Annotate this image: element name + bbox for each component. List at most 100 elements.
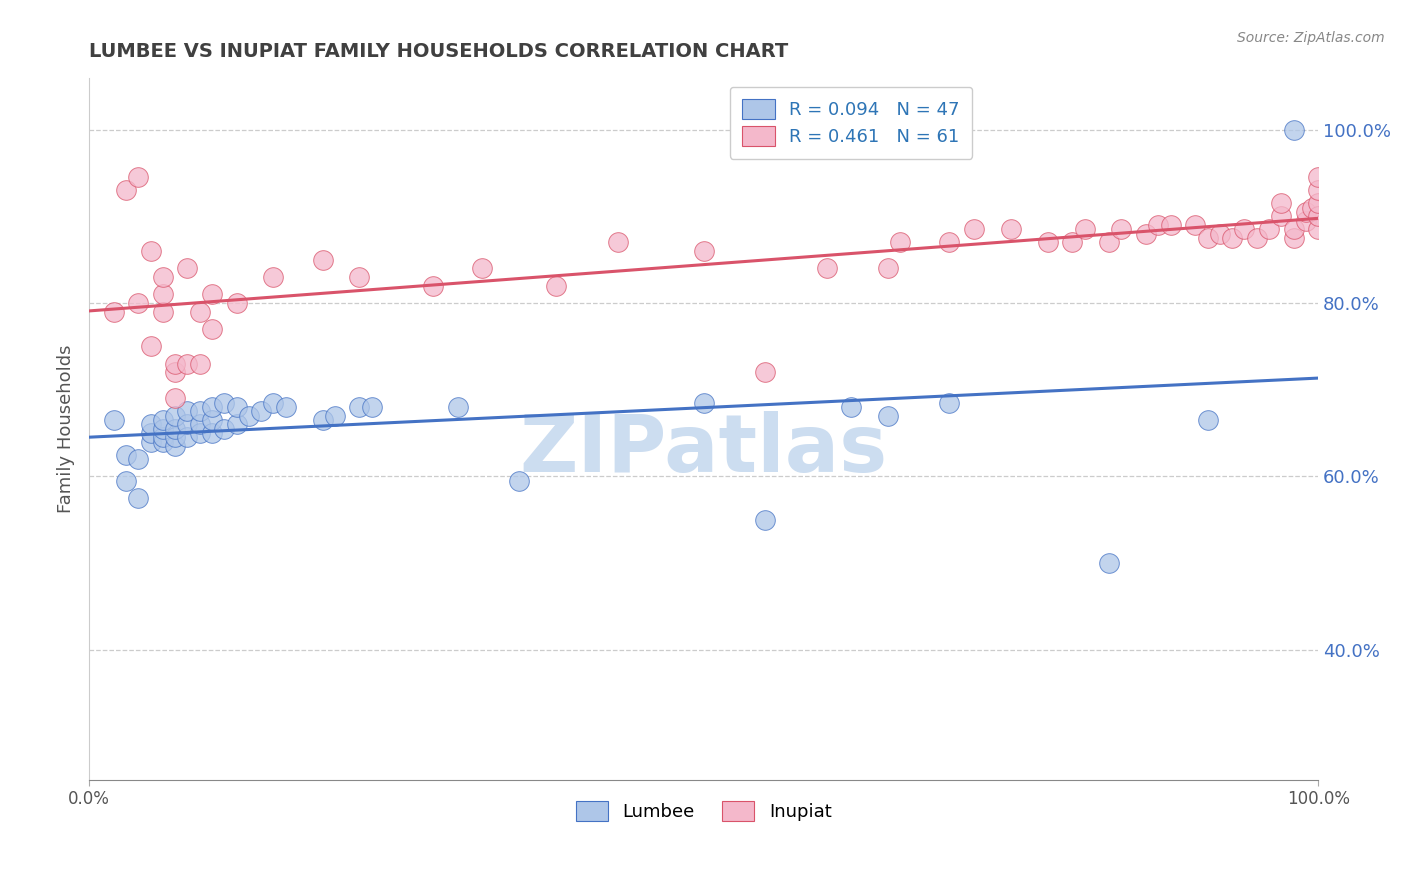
Point <box>754 513 776 527</box>
Point <box>1197 413 1219 427</box>
Point <box>262 269 284 284</box>
Point <box>139 434 162 449</box>
Point <box>225 296 247 310</box>
Text: Source: ZipAtlas.com: Source: ZipAtlas.com <box>1237 31 1385 45</box>
Point <box>877 261 900 276</box>
Point <box>152 304 174 318</box>
Point <box>1062 235 1084 250</box>
Point <box>139 425 162 440</box>
Point <box>349 400 371 414</box>
Point <box>877 409 900 423</box>
Point <box>692 244 714 258</box>
Point <box>201 287 224 301</box>
Point <box>214 421 236 435</box>
Point <box>360 400 382 414</box>
Point <box>311 413 333 427</box>
Y-axis label: Family Households: Family Households <box>58 344 75 513</box>
Legend: Lumbee, Inupiat: Lumbee, Inupiat <box>562 789 844 834</box>
Point <box>139 417 162 432</box>
Point <box>1308 196 1330 211</box>
Point <box>1295 213 1317 227</box>
Point <box>1308 183 1330 197</box>
Point <box>152 269 174 284</box>
Point <box>225 400 247 414</box>
Point <box>127 452 149 467</box>
Point <box>692 395 714 409</box>
Point <box>176 261 198 276</box>
Point <box>1197 231 1219 245</box>
Point <box>103 304 125 318</box>
Point <box>165 357 187 371</box>
Point <box>938 235 960 250</box>
Point <box>1098 556 1121 570</box>
Point <box>839 400 862 414</box>
Point <box>176 404 198 418</box>
Point <box>1184 218 1206 232</box>
Point <box>508 474 530 488</box>
Point <box>1301 201 1323 215</box>
Point <box>1036 235 1059 250</box>
Point <box>115 183 138 197</box>
Point <box>1258 222 1281 236</box>
Point <box>963 222 986 236</box>
Point <box>754 365 776 379</box>
Point <box>311 252 333 267</box>
Point <box>165 439 187 453</box>
Point <box>152 287 174 301</box>
Point <box>201 413 224 427</box>
Point <box>1295 205 1317 219</box>
Point <box>1270 196 1292 211</box>
Point <box>188 425 211 440</box>
Point <box>201 400 224 414</box>
Point <box>165 430 187 444</box>
Point <box>201 322 224 336</box>
Point <box>1282 222 1305 236</box>
Point <box>1220 231 1243 245</box>
Point <box>1282 122 1305 136</box>
Point <box>188 417 211 432</box>
Point <box>188 304 211 318</box>
Point <box>262 395 284 409</box>
Point <box>152 421 174 435</box>
Point <box>1308 170 1330 185</box>
Point <box>139 244 162 258</box>
Text: LUMBEE VS INUPIAT FAMILY HOUSEHOLDS CORRELATION CHART: LUMBEE VS INUPIAT FAMILY HOUSEHOLDS CORR… <box>89 42 789 61</box>
Point <box>152 430 174 444</box>
Point <box>165 421 187 435</box>
Point <box>1111 222 1133 236</box>
Point <box>188 357 211 371</box>
Point <box>152 434 174 449</box>
Point <box>1209 227 1232 241</box>
Point <box>139 339 162 353</box>
Point <box>1000 222 1022 236</box>
Text: ZIPatlas: ZIPatlas <box>519 410 887 489</box>
Point <box>238 409 260 423</box>
Point <box>606 235 628 250</box>
Point <box>176 357 198 371</box>
Point <box>1246 231 1268 245</box>
Point <box>165 391 187 405</box>
Point <box>201 425 224 440</box>
Point <box>1073 222 1095 236</box>
Point <box>115 448 138 462</box>
Point <box>1147 218 1170 232</box>
Point <box>422 278 444 293</box>
Point <box>165 409 187 423</box>
Point <box>176 430 198 444</box>
Point <box>1233 222 1256 236</box>
Point <box>176 417 198 432</box>
Point <box>1308 222 1330 236</box>
Point <box>471 261 494 276</box>
Point <box>447 400 470 414</box>
Point <box>274 400 297 414</box>
Point <box>225 417 247 432</box>
Point <box>165 365 187 379</box>
Point <box>152 413 174 427</box>
Point <box>127 491 149 505</box>
Point <box>127 296 149 310</box>
Point <box>214 395 236 409</box>
Point <box>349 269 371 284</box>
Point <box>1270 209 1292 223</box>
Point <box>323 409 346 423</box>
Point <box>127 170 149 185</box>
